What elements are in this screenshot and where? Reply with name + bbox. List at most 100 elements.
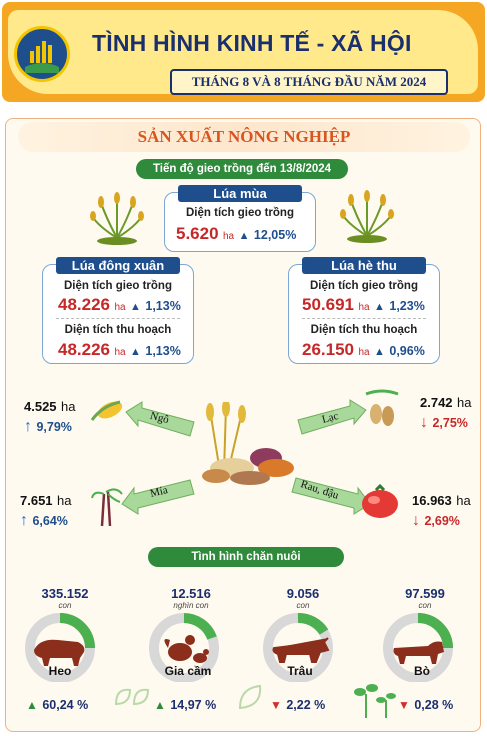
arrow-lac	[297, 399, 367, 435]
harvest-label: Diện tích thu hoạch	[310, 324, 418, 336]
harvest-pct: 0,96%	[389, 344, 425, 358]
heo-name: Heo	[48, 664, 72, 678]
trau-gauge	[263, 613, 333, 682]
plant-pct: 1,13%	[145, 299, 181, 313]
section-title: SẢN XUẤT NÔNG NGHIỆP	[18, 122, 470, 152]
unit: ha	[57, 493, 72, 508]
gia-cam-value: 12.516	[171, 586, 211, 601]
plant-label: Diện tích gieo trồng	[310, 280, 418, 292]
lua-mua-stat: 5.620 ha ▲ 12,05%	[176, 224, 316, 244]
lua-mua-area-value: 5.620	[176, 224, 219, 243]
unit: ha	[457, 395, 472, 410]
heo-change: ▲ 60,24 %	[26, 696, 88, 714]
lua-mua-tag: Lúa mùa	[178, 185, 302, 202]
harvest-pct: 1,13%	[145, 344, 181, 358]
harvest-value: 48.226	[58, 340, 110, 359]
up-arrow-icon: ▲	[374, 346, 385, 358]
lua-he-thu-plant-stat: 50.691 ha ▲ 1,23%	[302, 295, 438, 315]
lua-he-thu-tag: Lúa hè thu	[302, 257, 426, 274]
bo-value: 97.599	[405, 586, 445, 601]
up-arrow-icon: ▲	[374, 301, 385, 313]
arrow-rau-dau	[291, 477, 371, 515]
harvest-value: 26.150	[302, 340, 354, 359]
divider	[302, 318, 426, 319]
down-arrow-icon: ↓	[420, 414, 428, 431]
gia-cam-pct: 14,97 %	[170, 698, 217, 712]
ngo-value: 4.525	[24, 399, 57, 414]
up-triangle-icon: ▲	[26, 698, 38, 712]
rice-plant-icon	[90, 192, 144, 245]
rau-dau-value: 16.963	[412, 493, 452, 508]
unit: ha	[114, 347, 126, 358]
livestock-title: Tình hình chăn nuôi	[148, 547, 344, 567]
ngo-pct: 9,79%	[36, 420, 72, 434]
down-triangle-icon: ▼	[270, 698, 282, 712]
statistics-logo	[14, 26, 70, 82]
plant-pct: 1,23%	[389, 299, 425, 313]
lua-dong-xuan-plant-stat: 48.226 ha ▲ 1,13%	[58, 295, 194, 315]
plant-value: 48.226	[58, 295, 110, 314]
up-arrow-icon: ▲	[130, 346, 141, 358]
heo-unit: con	[58, 601, 72, 610]
up-arrow-icon: ▲	[238, 230, 250, 242]
gia-cam-gauge	[149, 613, 219, 682]
unit: ha	[358, 347, 370, 358]
heo-gauge	[25, 613, 95, 682]
ngo-stat: 4.525 ha ↑ 9,79%	[24, 398, 75, 436]
peanut-icon	[365, 389, 399, 426]
sugarcane-icon	[91, 488, 123, 526]
bo-name: Bò	[414, 664, 430, 678]
rau-dau-pct: 2,69%	[424, 514, 460, 528]
lua-he-thu-card	[288, 264, 440, 364]
gia-cam-change: ▲ 14,97 %	[154, 696, 216, 714]
heo-pct: 60,24 %	[42, 698, 89, 712]
trau-name: Trâu	[287, 664, 313, 678]
lac-stat: 2.742 ha ↓ 2,75%	[420, 394, 471, 432]
progress-label: Tiến độ gieo trồng đến 13/8/2024	[136, 159, 348, 179]
unit: ha	[223, 231, 235, 242]
arrow-mia	[121, 479, 195, 515]
bo-gauge	[383, 613, 453, 682]
sprout-decoration-icon	[354, 684, 396, 718]
rau-dau-stat: 16.963 ha ↓ 2,69%	[412, 492, 471, 530]
trau-value: 9.056	[286, 586, 320, 601]
lua-dong-xuan-card	[42, 264, 194, 364]
mia-pct: 6,64%	[32, 514, 68, 528]
up-triangle-icon: ▲	[154, 698, 166, 712]
gia-cam-name: Gia cầm	[164, 664, 212, 678]
plant-label: Diện tích gieo trồng	[64, 280, 172, 292]
harvest-label: Diện tích thu hoạch	[64, 324, 172, 336]
plant-value: 50.691	[302, 295, 354, 314]
up-arrow-icon: ▲	[130, 301, 141, 313]
mia-value: 7.651	[20, 493, 53, 508]
leaf-decoration-icon	[114, 688, 150, 706]
leaf-decoration-icon	[238, 684, 262, 710]
bo-pct: 0,28 %	[414, 698, 454, 712]
lua-mua-area-label: Diện tích gieo trồng	[186, 207, 294, 219]
unit: ha	[61, 399, 76, 414]
lua-he-thu-harvest-stat: 26.150 ha ▲ 0,96%	[302, 340, 438, 360]
up-arrow-icon: ↑	[20, 512, 28, 529]
rice-plant-icon	[340, 190, 394, 243]
lua-dong-xuan-tag: Lúa đông xuân	[56, 257, 180, 274]
page-title: TÌNH HÌNH KINH TẾ - XÃ HỘI	[92, 30, 412, 56]
gia-cam-unit: nghìn con	[173, 601, 209, 610]
produce-cluster-icon	[202, 402, 294, 485]
trau-pct: 2,22 %	[286, 698, 326, 712]
down-triangle-icon: ▼	[398, 698, 410, 712]
lua-dong-xuan-harvest-stat: 48.226 ha ▲ 1,13%	[58, 340, 194, 360]
trau-change: ▼ 2,22 %	[270, 696, 325, 714]
trau-unit: con	[296, 601, 310, 610]
heo-value: 335.152	[41, 586, 89, 601]
unit: ha	[456, 493, 471, 508]
lac-value: 2.742	[420, 395, 453, 410]
unit: ha	[114, 302, 126, 313]
lua-mua-area-pct: 12,05%	[253, 228, 297, 242]
bo-change: ▼ 0,28 %	[398, 696, 453, 714]
arrow-ngo	[125, 401, 195, 437]
vegetable-icon	[362, 484, 398, 518]
up-arrow-icon: ↑	[24, 418, 32, 435]
divider	[56, 318, 180, 319]
down-arrow-icon: ↓	[412, 512, 420, 529]
mia-stat: 7.651 ha ↑ 6,64%	[20, 492, 71, 530]
